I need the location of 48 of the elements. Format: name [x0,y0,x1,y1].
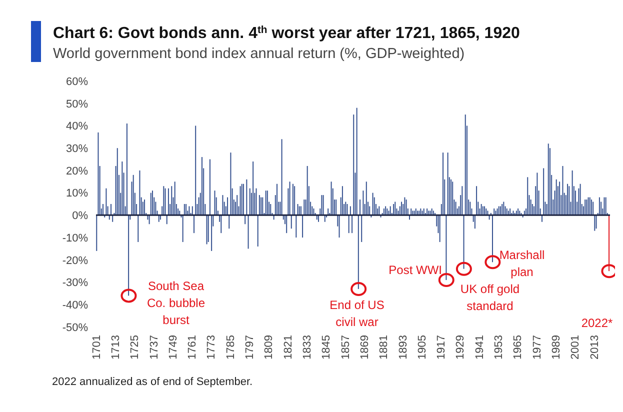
y-tick-label: 0% [72,210,88,222]
x-tick-label: 2013 [588,335,601,360]
annotation: 2022* [581,316,614,330]
x-tick-label: 1713 [110,335,122,360]
x-tick-label: 1833 [302,335,314,360]
x-tick-label: 2001 [570,335,582,360]
y-tick-label: 40% [66,120,88,133]
x-tick-label: 1761 [186,335,199,360]
x-tick-label: 1977 [531,335,544,360]
x-tick-label: 1725 [129,335,142,360]
x-tick-label: 1881 [378,335,390,360]
x-tick-label: 1773 [206,335,218,360]
annotation: Post WWI [388,263,442,277]
x-tick-label: 1965 [512,335,524,360]
chart-subtitle: World government bond index annual return (%, GDP-weighted) [53,46,465,62]
x-tick-label: 1941 [474,335,486,360]
x-tick-label: 1893 [397,335,410,360]
x-tick-label: 1917 [436,335,448,360]
x-tick-label: 1989 [550,335,563,360]
y-tick-label: -50% [62,322,88,334]
x-tick-label: 1737 [148,335,160,360]
chart-title: Chart 6: Govt bonds ann. 4$^{th}$ worst year after 1721, 1865, 1920 [53,24,520,42]
annotation: End of US civil war [330,298,384,329]
y-tick-label: -40% [62,300,88,312]
y-tick-label: 30% [66,142,88,155]
x-tick-label: 1749 [167,335,180,360]
y-tick-label: 20% [66,165,88,178]
y-tick-label: -20% [62,254,88,267]
x-tick-label: 1701 [90,335,103,360]
x-tick-label: 1857 [340,335,352,360]
x-tick-label: 1929 [454,335,467,360]
annotation: UK off gold standard [460,282,520,313]
x-tick-label: 1869 [358,335,371,360]
y-tick-label: -30% [62,277,88,290]
x-tick-label: 1797 [244,335,256,360]
x-tick-label: 1809 [263,335,276,360]
y-tick-label: 50% [66,98,88,110]
text: 2022 annualized as of end of September. [52,376,253,388]
y-tick-label: -10% [62,232,88,244]
annotation: Marshall plan [499,248,545,279]
x-tick-label: 1821 [282,335,294,360]
x-tick-label: 1953 [493,335,506,360]
y-tick-label: 60% [66,76,88,88]
annotation: South Sea Co. bubble burst [146,279,206,327]
y-tick-label: 10% [66,188,88,200]
x-tick-label: 1905 [416,335,428,360]
x-tick-label: 1845 [320,335,333,360]
x-tick-label: 1785 [224,335,237,360]
